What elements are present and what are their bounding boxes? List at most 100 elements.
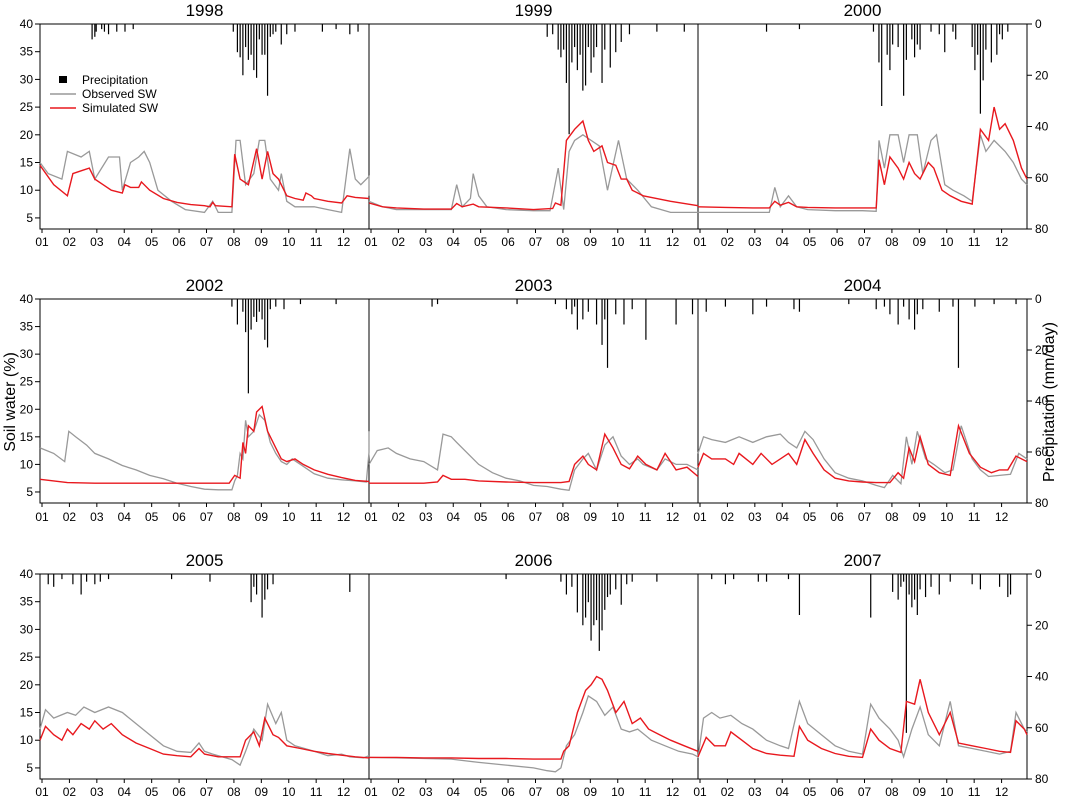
y-tick-label-right: 80 xyxy=(1035,222,1049,236)
y-tick-label-left: 20 xyxy=(20,128,34,142)
month-label: 05 xyxy=(474,510,488,524)
y-tick-label-left: 25 xyxy=(20,375,34,389)
month-label: 01 xyxy=(35,785,49,799)
month-label: 10 xyxy=(611,235,625,249)
y-tick-label-right: 40 xyxy=(1035,120,1049,134)
year-panel-2007: 2007 01 02 03 04 05 06 07 08 09 10 11 12 xyxy=(693,551,1028,799)
month-label: 04 xyxy=(776,785,790,799)
month-label: 02 xyxy=(392,235,406,249)
observed-sw-line xyxy=(697,425,1028,489)
month-label: 06 xyxy=(501,235,515,249)
month-label: 04 xyxy=(447,785,461,799)
month-label: 07 xyxy=(529,785,543,799)
observed-sw-line xyxy=(697,699,1028,759)
y-tick-label-left: 40 xyxy=(20,567,34,581)
month-label: 01 xyxy=(693,510,707,524)
month-label: 10 xyxy=(940,235,954,249)
y-tick-label-left: 20 xyxy=(20,678,34,692)
y-tick-label-left: 25 xyxy=(20,650,34,664)
month-label: 05 xyxy=(803,235,817,249)
y-tick-label-right: 40 xyxy=(1035,394,1049,408)
month-label: 08 xyxy=(227,785,241,799)
year-title: 1998 xyxy=(186,1,224,20)
y-tick-label-left: 10 xyxy=(20,733,34,747)
month-label: 03 xyxy=(419,785,433,799)
simulated-sw-line xyxy=(697,679,1028,759)
y-tick-label-left: 15 xyxy=(20,156,34,170)
y-tick-label-right: 40 xyxy=(1035,670,1049,684)
y-tick-label-left: 35 xyxy=(20,45,34,59)
month-label: 08 xyxy=(227,235,241,249)
month-label: 08 xyxy=(556,510,570,524)
month-label: 01 xyxy=(364,510,378,524)
month-label: 02 xyxy=(392,510,406,524)
simulated-sw-line xyxy=(39,715,370,759)
year-panel-2006: 2006 01 02 03 04 05 06 07 08 09 10 11 12 xyxy=(364,551,699,799)
y-tick-label-left: 35 xyxy=(20,320,34,334)
y-tick-label-left: 5 xyxy=(26,761,33,775)
y-tick-label-left: 40 xyxy=(20,17,34,31)
year-title: 2003 xyxy=(515,276,553,295)
month-label: 03 xyxy=(419,235,433,249)
month-label: 03 xyxy=(90,235,104,249)
year-panel-2004: 2004 01 02 03 04 05 06 07 08 09 10 11 12 xyxy=(693,276,1028,524)
month-label: 02 xyxy=(721,510,735,524)
legend-label: Simulated SW xyxy=(82,101,159,115)
y-tick-label-right: 80 xyxy=(1035,772,1049,786)
month-label: 09 xyxy=(913,235,927,249)
month-label: 04 xyxy=(776,235,790,249)
year-title: 2005 xyxy=(186,551,224,570)
y-tick-label-right: 80 xyxy=(1035,496,1049,510)
month-label: 07 xyxy=(529,510,543,524)
month-label: 09 xyxy=(913,785,927,799)
y-tick-label-right: 0 xyxy=(1035,292,1042,306)
month-label: 06 xyxy=(172,510,186,524)
simulated-sw-line xyxy=(369,432,699,484)
month-label: 09 xyxy=(584,785,598,799)
month-label: 12 xyxy=(666,235,680,249)
simulated-sw-line xyxy=(368,119,699,211)
month-label: 04 xyxy=(118,510,132,524)
month-label: 11 xyxy=(310,785,323,799)
month-label: 10 xyxy=(282,235,296,249)
month-label: 12 xyxy=(337,785,351,799)
month-label: 02 xyxy=(63,235,77,249)
month-label: 11 xyxy=(639,785,652,799)
y-tick-label-left: 5 xyxy=(26,211,33,225)
month-label: 05 xyxy=(803,785,817,799)
simulated-sw-line xyxy=(697,106,1028,209)
y-tick-label-left: 40 xyxy=(20,292,34,306)
month-label: 06 xyxy=(501,785,515,799)
month-label: 07 xyxy=(858,235,872,249)
year-title: 2000 xyxy=(844,1,882,20)
observed-sw-line xyxy=(39,413,370,491)
y-tick-label-right: 20 xyxy=(1035,68,1049,82)
month-label: 09 xyxy=(584,235,598,249)
plot-frame xyxy=(39,573,1028,780)
y-tick-label-right: 20 xyxy=(1035,343,1049,357)
month-label: 12 xyxy=(995,235,1009,249)
month-label: 04 xyxy=(118,235,132,249)
y-tick-label-right: 60 xyxy=(1035,721,1049,735)
month-label: 04 xyxy=(447,235,461,249)
month-label: 10 xyxy=(940,510,954,524)
year-title: 2004 xyxy=(844,276,882,295)
month-label: 05 xyxy=(145,785,159,799)
month-label: 12 xyxy=(995,510,1009,524)
y-tick-label-left: 10 xyxy=(20,457,34,471)
month-label: 03 xyxy=(419,510,433,524)
month-label: 04 xyxy=(118,785,132,799)
observed-sw-line xyxy=(368,433,699,492)
y-tick-label-right: 0 xyxy=(1035,567,1042,581)
observed-sw-line xyxy=(698,133,1028,214)
month-label: 12 xyxy=(337,510,351,524)
month-label: 11 xyxy=(639,235,652,249)
month-label: 01 xyxy=(35,235,49,249)
y-tick-label-left: 30 xyxy=(20,347,34,361)
month-label: 07 xyxy=(200,235,214,249)
